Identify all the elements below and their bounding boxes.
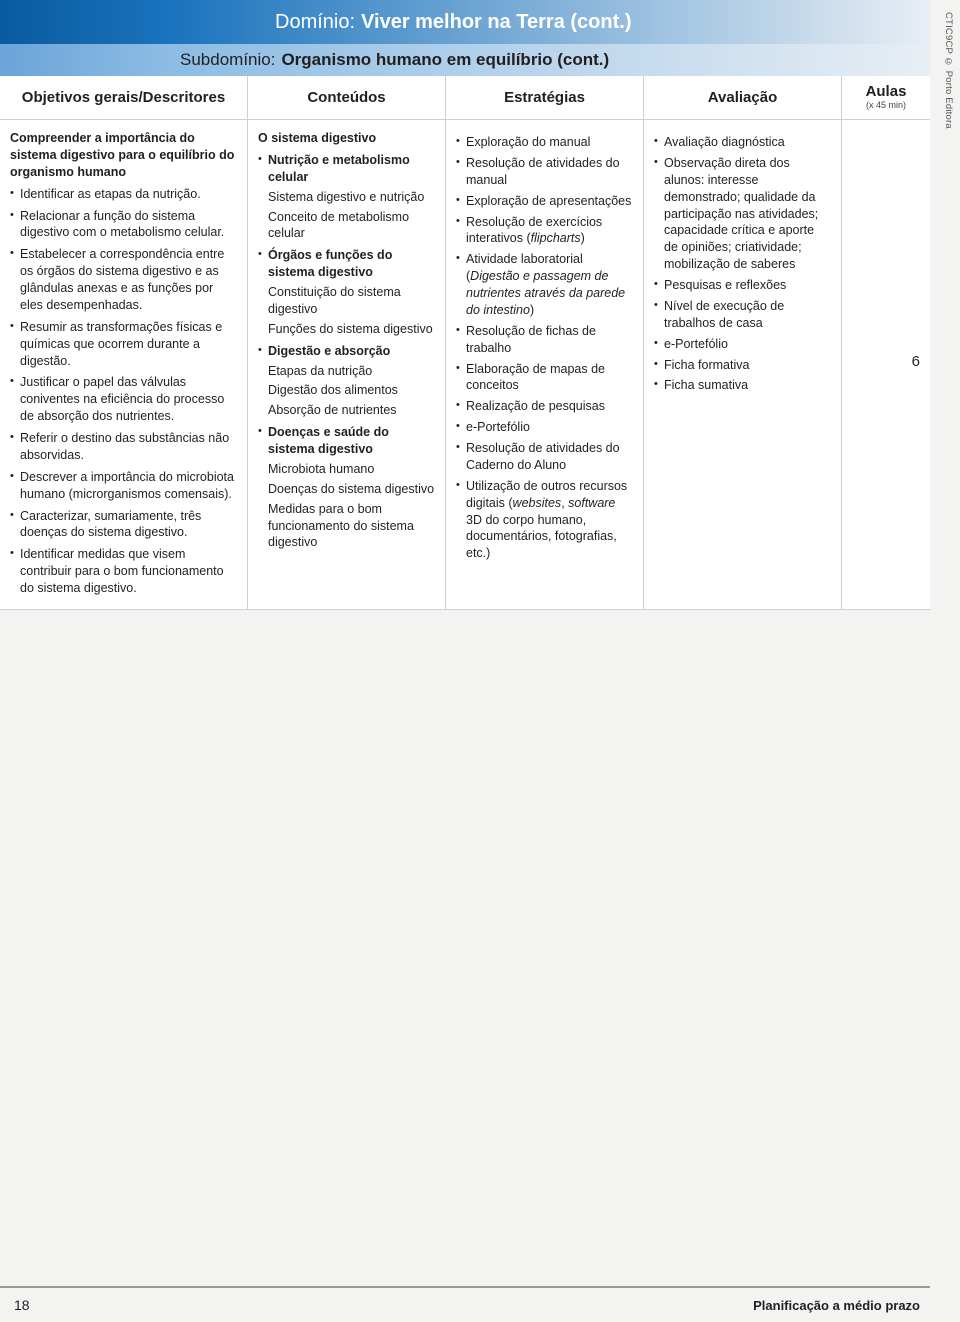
- avaliacao-item: Ficha formativa: [654, 357, 831, 374]
- avaliacao-item: Pesquisas e reflexões: [654, 277, 831, 294]
- conteudos-top: O sistema digestivo: [258, 130, 435, 147]
- conteudos-group: Digestão e absorção Etapas da nutrição Dig…: [258, 343, 435, 420]
- objetivos-item: Relacionar a função do sistema digestivo…: [10, 208, 237, 242]
- estrategias-item: Elaboração de mapas de conceitos: [456, 361, 633, 395]
- conteudos-sub-item: Microbiota humano: [268, 461, 435, 478]
- page-content: Domínio: Viver melhor na Terra (cont.) S…: [0, 0, 930, 610]
- conteudos-sub-item: Digestão dos alimentos: [268, 382, 435, 399]
- conteudos-sub-item: Absorção de nutrientes: [268, 402, 435, 419]
- cell-objetivos: Compreender a importância do sistema dig…: [0, 120, 248, 609]
- header-aulas-label: Aulas: [866, 84, 907, 101]
- objetivos-item: Resumir as transformações físicas e quím…: [10, 319, 237, 370]
- conteudos-sub-item: Doenças do sistema digestivo: [268, 481, 435, 498]
- avaliacao-item: Avaliação diagnóstica: [654, 134, 831, 151]
- conteudos-sub-item: Conceito de metabolismo celular: [268, 209, 435, 243]
- conteudos-group: Doenças e saúde do sistema digestivo Micr…: [258, 424, 435, 551]
- estrategias-item: Realização de pesquisas: [456, 398, 633, 415]
- avaliacao-list: Avaliação diagnóstica Observação direta d…: [654, 134, 831, 394]
- estrategias-item: e-Portefólio: [456, 419, 633, 436]
- conteudos-sub-item: Medidas para o bom funcionamento do sist…: [268, 501, 435, 552]
- conteudos-sub-item: Funções do sistema digestivo: [268, 321, 435, 338]
- conteudos-group-title: Órgãos e funções do sistema digestivo: [268, 247, 435, 281]
- avaliacao-item: Observação direta dos alunos: interesse …: [654, 155, 831, 273]
- estrategias-item: Utilização de outros recursos digitais (…: [456, 478, 633, 562]
- domain-text: Viver melhor na Terra (cont.): [361, 11, 631, 34]
- objetivos-list: Identificar as etapas da nutrição. Relaci…: [10, 186, 237, 597]
- header-aulas-sub: (x 45 min): [866, 101, 906, 111]
- avaliacao-item: e-Portefólio: [654, 336, 831, 353]
- estrategias-item: Exploração de apresentações: [456, 193, 633, 210]
- subdomain-label: Subdomínio:: [180, 50, 275, 70]
- cell-estrategias: Exploração do manual Resolução de ativida…: [446, 120, 644, 609]
- conteudos-sub-item: Sistema digestivo e nutrição: [268, 189, 435, 206]
- header-estrategias: Estratégias: [446, 76, 644, 119]
- estrategias-item: Atividade laboratorial (Digestão e passa…: [456, 251, 633, 319]
- aulas-count: 6: [912, 354, 920, 371]
- subdomain-text: Organismo humano em equilíbrio (cont.): [281, 50, 609, 70]
- publisher-side-text: CTIC9CP © Porto Editora: [943, 12, 954, 129]
- estrategias-item: Exploração do manual: [456, 134, 633, 151]
- header-avaliacao: Avaliação: [644, 76, 842, 119]
- cell-avaliacao: Avaliação diagnóstica Observação direta d…: [644, 120, 842, 609]
- estrategias-item: Resolução de atividades do Caderno do Al…: [456, 440, 633, 474]
- conteudos-group-title: Nutrição e metabolismo celular: [268, 152, 435, 186]
- subdomain-title-bar: Subdomínio: Organismo humano em equilíbr…: [0, 44, 930, 76]
- cell-conteudos: O sistema digestivo Nutrição e metabolis…: [248, 120, 446, 609]
- estrategias-item: Resolução de exercícios interativos (fli…: [456, 214, 633, 248]
- italic-text: Digestão e passagem de nutrientes atravé…: [466, 269, 625, 317]
- table-content-row: Compreender a importância do sistema dig…: [0, 120, 930, 610]
- cell-aulas: 6: [842, 120, 930, 609]
- objetivos-item: Justificar o papel das válvulas conivent…: [10, 374, 237, 425]
- page-number: 18: [14, 1297, 30, 1313]
- domain-label: Domínio:: [275, 11, 355, 34]
- estrategias-list: Exploração do manual Resolução de ativida…: [456, 134, 633, 562]
- page-footer: 18 Planificação a médio prazo: [0, 1286, 930, 1322]
- objetivos-item: Descrever a importância do microbiota hu…: [10, 469, 237, 503]
- footer-title: Planificação a médio prazo: [753, 1298, 920, 1313]
- italic-text: software: [568, 496, 615, 510]
- conteudos-sub-item: Constituição do sistema digestivo: [268, 284, 435, 318]
- conteudos-list: Nutrição e metabolismo celular Sistema di…: [258, 152, 435, 551]
- objetivos-item: Referir o destino das substâncias não ab…: [10, 430, 237, 464]
- italic-text: websites: [513, 496, 562, 510]
- table-header-row: Objetivos gerais/Descritores Conteúdos E…: [0, 76, 930, 120]
- conteudos-group: Órgãos e funções do sistema digestivoCon…: [258, 247, 435, 337]
- objetivos-item: Estabelecer a correspondência entre os ó…: [10, 246, 237, 314]
- estrategias-item: Resolução de atividades do manual: [456, 155, 633, 189]
- conteudos-sub-item: Etapas da nutrição: [268, 363, 435, 380]
- avaliacao-item: Nível de execução de trabalhos de casa: [654, 298, 831, 332]
- conteudos-group-title: Doenças e saúde do sistema digestivo: [268, 424, 435, 458]
- objetivos-lead: Compreender a importância do sistema dig…: [10, 130, 237, 181]
- objetivos-item: Caracterizar, sumariamente, três doenças…: [10, 508, 237, 542]
- header-objetivos: Objetivos gerais/Descritores: [0, 76, 248, 119]
- header-aulas: Aulas (x 45 min): [842, 76, 930, 119]
- conteudos-group: Nutrição e metabolismo celular Sistema di…: [258, 152, 435, 242]
- avaliacao-item: Ficha sumativa: [654, 377, 831, 394]
- objetivos-item: Identificar medidas que visem contribuir…: [10, 546, 237, 597]
- domain-title-bar: Domínio: Viver melhor na Terra (cont.): [0, 0, 930, 44]
- header-conteudos: Conteúdos: [248, 76, 446, 119]
- estrategias-item: Resolução de fichas de trabalho: [456, 323, 633, 357]
- objetivos-item: Identificar as etapas da nutrição.: [10, 186, 237, 203]
- conteudos-group-title: Digestão e absorção: [268, 343, 435, 360]
- italic-text: flipcharts: [531, 231, 581, 245]
